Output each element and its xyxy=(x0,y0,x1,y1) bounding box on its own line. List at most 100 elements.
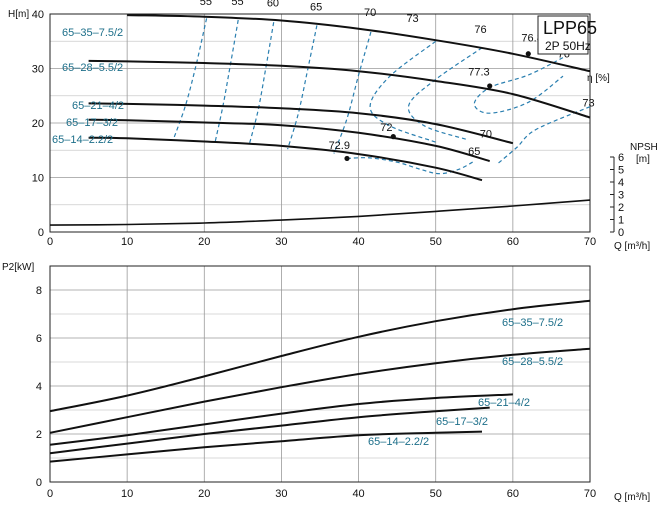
efficiency-label: 55 xyxy=(200,0,212,8)
efficiency-label: 72 xyxy=(380,122,392,134)
efficiency-label: 65 xyxy=(310,2,322,14)
efficiency-unit-label: η [%] xyxy=(587,73,610,84)
efficiency-label: 73 xyxy=(406,13,418,25)
x-tick-label: 30 xyxy=(275,236,287,248)
head-chart-x-axis-label: Q [m³/h] xyxy=(614,241,650,252)
efficiency-label: 60 xyxy=(267,0,279,9)
head-series-label: 65–17–3/2 xyxy=(66,117,118,129)
npsh-tick-label: 4 xyxy=(618,177,624,189)
power-chart-x-ticks: 0 10 20 30 40 50 60 70 xyxy=(47,488,596,500)
power-chart-panel: 0 10 20 30 40 50 60 70 0 2 4 6 8 65–35–7.5/2 65–28–5… xyxy=(2,262,650,503)
x-tick-label: 50 xyxy=(430,488,442,500)
efficiency-isolines xyxy=(172,18,591,175)
power-curve xyxy=(49,430,483,463)
head-series-label: 65–21–4/2 xyxy=(72,100,124,112)
power-series-label: 65–14–2.2/2 xyxy=(368,436,429,448)
y-tick-label: 10 xyxy=(32,173,44,185)
head-chart-grid xyxy=(50,14,590,232)
npsh-tick-label: 1 xyxy=(618,215,624,227)
x-tick-label: 50 xyxy=(430,236,442,248)
efficiency-label: 65 xyxy=(468,146,480,158)
head-series-label: 65–28–5.5/2 xyxy=(62,62,123,74)
efficiency-isoline xyxy=(346,157,475,175)
efficiency-label: 70 xyxy=(364,7,376,19)
head-chart-x-ticks: 0 10 20 30 40 50 60 70 xyxy=(47,236,596,248)
head-series-label: 65–35–7.5/2 xyxy=(62,27,123,39)
efficiency-isoline xyxy=(369,40,437,143)
chart-subtitle: 2P 50Hz xyxy=(545,39,591,53)
efficiency-points xyxy=(344,51,531,162)
power-curve xyxy=(49,347,591,434)
y-tick-label: 20 xyxy=(32,118,44,130)
power-series-label: 65–21–4/2 xyxy=(478,397,530,409)
efficiency-point xyxy=(344,155,350,162)
npsh-curve-group xyxy=(49,199,591,226)
x-tick-label: 30 xyxy=(275,488,287,500)
efficiency-label: 70 xyxy=(480,129,492,141)
head-curve xyxy=(88,118,490,163)
x-tick-label: 10 xyxy=(121,236,133,248)
power-series-label: 65–17–3/2 xyxy=(436,416,488,428)
title-box: LPP65 2P 50Hz xyxy=(537,15,597,55)
y-tick-label: 2 xyxy=(36,429,42,441)
efficiency-isoline xyxy=(497,106,591,165)
y-tick-label: 0 xyxy=(36,477,42,489)
y-tick-label: 4 xyxy=(36,381,42,393)
y-tick-label: 40 xyxy=(32,9,44,21)
x-tick-label: 60 xyxy=(507,236,519,248)
head-chart-y-ticks: 0 10 20 30 40 xyxy=(32,9,44,239)
y-tick-label: 6 xyxy=(36,333,42,345)
npsh-axis-label: NPSH xyxy=(630,142,658,153)
efficiency-label: 55 xyxy=(231,0,243,8)
head-curve xyxy=(88,59,591,119)
efficiency-isoline xyxy=(214,19,239,143)
power-series-label: 65–35–7.5/2 xyxy=(502,317,563,329)
power-chart-x-axis-label: Q [m³/h] xyxy=(614,492,650,503)
npsh-tick-label: 3 xyxy=(618,190,624,202)
power-series-label: 65–28–5.5/2 xyxy=(502,356,563,368)
head-curve xyxy=(88,102,514,145)
x-tick-label: 40 xyxy=(352,236,364,248)
npsh-curve xyxy=(49,199,591,226)
x-tick-label: 0 xyxy=(47,488,53,500)
title-box-frame xyxy=(537,15,589,55)
power-chart-y-ticks: 0 2 4 6 8 xyxy=(36,285,42,489)
head-chart-frame xyxy=(49,13,591,233)
efficiency-point xyxy=(525,51,531,57)
x-tick-label: 10 xyxy=(121,488,133,500)
efficiency-isoline xyxy=(407,47,483,140)
chart-title: LPP65 xyxy=(543,18,597,38)
efficiency-isoline xyxy=(287,25,318,150)
power-chart-frame xyxy=(49,265,591,483)
efficiency-label: 76.8 xyxy=(521,32,542,44)
head-curve xyxy=(88,136,483,182)
x-tick-label: 70 xyxy=(584,236,596,248)
npsh-tick-label: 5 xyxy=(618,165,624,177)
npsh-tick-label: 0 xyxy=(618,227,624,239)
power-series-labels: 65–35–7.5/2 65–28–5.5/2 65–21–4/2 65–17–3/2… xyxy=(368,317,563,448)
x-tick-label: 40 xyxy=(352,488,364,500)
npsh-tick-label: 2 xyxy=(618,202,624,214)
power-curve xyxy=(49,299,591,413)
efficiency-label: 72.9 xyxy=(329,140,350,152)
efficiency-label: 77.3 xyxy=(468,67,489,79)
efficiency-point xyxy=(390,134,396,140)
efficiency-isoline xyxy=(333,31,372,154)
x-tick-label: 20 xyxy=(198,236,210,248)
y-tick-label: 0 xyxy=(38,227,44,239)
y-tick-label: 30 xyxy=(32,64,44,76)
power-chart-grid xyxy=(50,266,590,482)
head-series-labels: 65–35–7.5/2 65–28–5.5/2 65–21–4/2 65–17–3/2… xyxy=(52,27,124,146)
head-curve xyxy=(127,14,591,73)
power-axis-label: P2[kW] xyxy=(2,262,34,273)
efficiency-label: 73 xyxy=(582,98,594,110)
npsh-tick-label: 6 xyxy=(618,152,624,164)
x-tick-label: 70 xyxy=(584,488,596,500)
power-curve xyxy=(49,393,513,446)
head-curves xyxy=(88,14,591,182)
x-tick-label: 60 xyxy=(507,488,519,500)
